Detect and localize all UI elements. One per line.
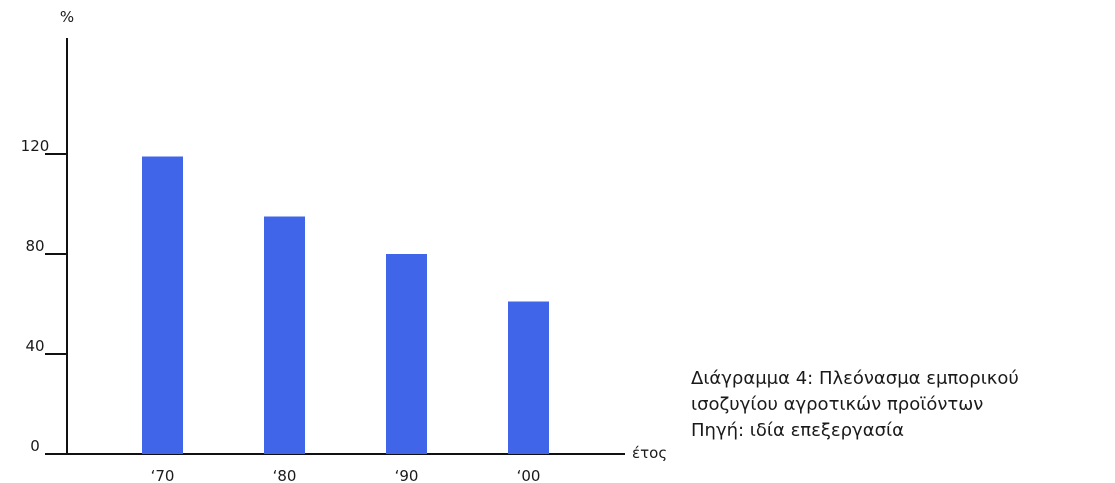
y-tick-label: 80 bbox=[25, 237, 44, 255]
bar bbox=[508, 301, 549, 454]
y-ticks: 0 40 80 120 bbox=[21, 137, 67, 455]
y-tick-label: 40 bbox=[25, 337, 44, 355]
caption-title-line-2: ισοζυγίου αγροτικών προϊόντων bbox=[691, 394, 984, 415]
y-axis: % bbox=[60, 8, 74, 455]
x-axis-title: έτος bbox=[632, 444, 667, 462]
x-tick-label: ‘90 bbox=[395, 467, 419, 483]
x-tick-label: ‘80 bbox=[273, 467, 297, 483]
bar bbox=[386, 254, 427, 454]
figure-caption: Διάγραμμα 4: Πλεόνασμα εμπορικού ισοζυγί… bbox=[691, 366, 1111, 444]
x-ticks: ‘70 ‘80 ‘90 ‘00 bbox=[151, 467, 541, 483]
bar bbox=[264, 216, 305, 454]
caption-title-line-1: Διάγραμμα 4: Πλεόνασμα εμπορικού bbox=[691, 368, 1019, 389]
x-tick-label: ‘00 bbox=[517, 467, 541, 483]
caption-source-line: Πηγή: ιδία επεξεργασία bbox=[691, 420, 904, 441]
y-tick-label: 120 bbox=[21, 137, 50, 155]
y-axis-title: % bbox=[60, 8, 74, 26]
y-tick-label: 0 bbox=[30, 437, 40, 455]
bar bbox=[142, 156, 183, 454]
bars bbox=[142, 156, 549, 454]
x-tick-label: ‘70 bbox=[151, 467, 175, 483]
